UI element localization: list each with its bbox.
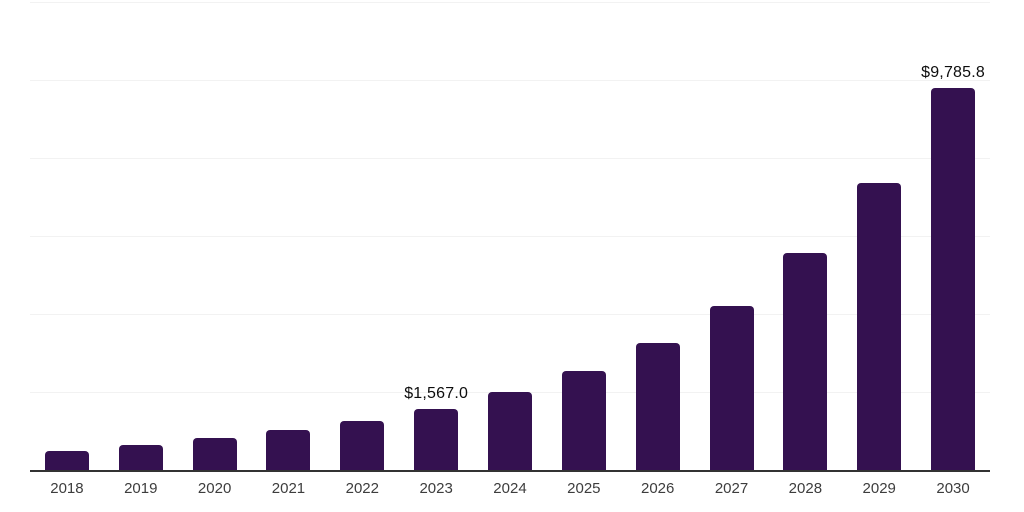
bar-cell-2022 xyxy=(325,2,399,470)
x-axis-label-2025: 2025 xyxy=(567,480,601,497)
bar-2027 xyxy=(709,305,754,470)
bar-2020 xyxy=(192,438,237,470)
gridline xyxy=(30,80,990,81)
bar-2029 xyxy=(857,183,902,470)
plot-area: $1,567.0 $9,785.8 xyxy=(30,2,990,472)
bar-value-label-2023: $1,567.0 xyxy=(404,384,469,402)
x-axis-label-2030: 2030 xyxy=(936,480,970,497)
bar-value-label-2030: $9,785.8 xyxy=(921,64,985,82)
gridline xyxy=(30,158,990,159)
bar-2024 xyxy=(487,392,532,470)
bar-cell-2027 xyxy=(695,2,769,470)
bar-2019 xyxy=(118,444,163,470)
bar-2030 xyxy=(931,88,976,470)
bar-2018 xyxy=(44,450,89,470)
x-axis-label-2026: 2026 xyxy=(640,480,675,497)
gridline xyxy=(30,236,990,237)
gridline xyxy=(30,2,990,3)
bars-row: $1,567.0 $9,785.8 xyxy=(30,2,990,470)
x-axis-label-2018: 2018 xyxy=(50,480,84,497)
bar-cell-2029 xyxy=(842,2,916,470)
x-axis-label-2027: 2027 xyxy=(714,480,749,497)
bar-cell-2023: $1,567.0 xyxy=(399,2,473,470)
x-axis-label-2029: 2029 xyxy=(862,480,896,497)
bar-cell-2030: $9,785.8 xyxy=(916,2,990,470)
x-axis-label-2028: 2028 xyxy=(788,480,823,497)
bar-2026 xyxy=(635,342,680,470)
x-axis-label-2024: 2024 xyxy=(493,480,527,497)
x-axis-label-2019: 2019 xyxy=(124,480,158,497)
bar-cell-2024 xyxy=(473,2,547,470)
bar-2021 xyxy=(266,430,311,470)
x-axis-label-2023: 2023 xyxy=(419,480,453,497)
bar-cell-2020 xyxy=(178,2,252,470)
bar-2022 xyxy=(340,421,385,470)
x-axis-label-2020: 2020 xyxy=(197,480,232,497)
bar-2025 xyxy=(561,370,606,470)
bar-cell-2026 xyxy=(621,2,695,470)
bar-cell-2019 xyxy=(104,2,178,470)
x-axis-label-2022: 2022 xyxy=(345,480,379,497)
bar-2028 xyxy=(783,252,828,470)
x-axis: 2018 2019 2020 2021 2022 2023 2024 2025 2026 2027… xyxy=(30,480,990,497)
bar-cell-2021 xyxy=(252,2,326,470)
bar-cell-2025 xyxy=(547,2,621,470)
x-axis-label-2021: 2021 xyxy=(271,480,306,497)
gridline xyxy=(30,314,990,315)
bar-2023 xyxy=(414,408,459,470)
bar-cell-2028 xyxy=(768,2,842,470)
bar-cell-2018 xyxy=(30,2,104,470)
